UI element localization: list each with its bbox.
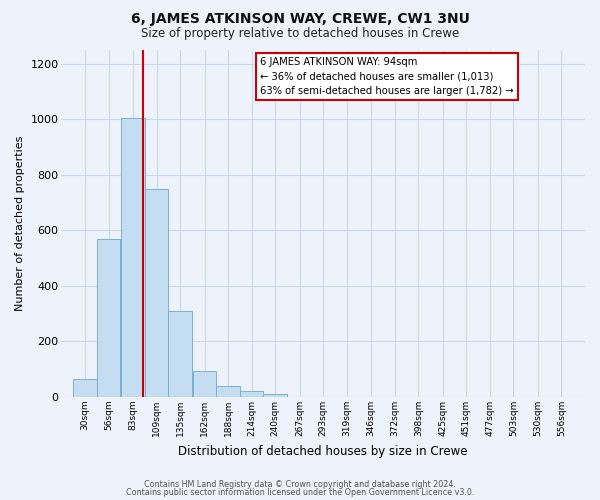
Bar [193, 370, 217, 397]
Bar [145, 189, 169, 397]
Bar [73, 379, 97, 397]
Text: 6, JAMES ATKINSON WAY, CREWE, CW1 3NU: 6, JAMES ATKINSON WAY, CREWE, CW1 3NU [131, 12, 469, 26]
Text: 6 JAMES ATKINSON WAY: 94sqm
← 36% of detached houses are smaller (1,013)
63% of : 6 JAMES ATKINSON WAY: 94sqm ← 36% of det… [260, 57, 514, 96]
Text: Contains public sector information licensed under the Open Government Licence v3: Contains public sector information licen… [126, 488, 474, 497]
Bar [97, 239, 121, 397]
Text: Contains HM Land Registry data © Crown copyright and database right 2024.: Contains HM Land Registry data © Crown c… [144, 480, 456, 489]
Y-axis label: Number of detached properties: Number of detached properties [15, 136, 25, 311]
Text: Size of property relative to detached houses in Crewe: Size of property relative to detached ho… [141, 28, 459, 40]
Bar [169, 311, 192, 397]
Bar [217, 386, 240, 397]
Bar [121, 118, 145, 397]
Bar [263, 394, 287, 397]
X-axis label: Distribution of detached houses by size in Crewe: Distribution of detached houses by size … [178, 444, 468, 458]
Bar [240, 392, 263, 397]
